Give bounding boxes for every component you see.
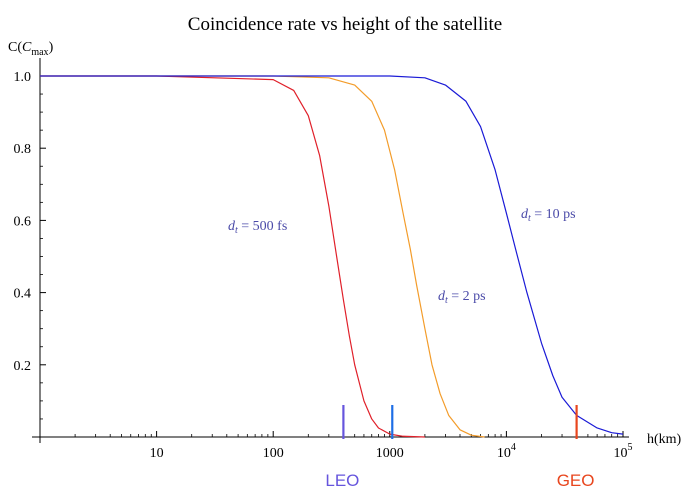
series-label: dt = 10 ps [521,207,576,224]
y-tick-label: 0.8 [14,142,32,157]
y-tick-label: 0.6 [14,214,32,229]
y-tick-label: 1.0 [14,70,32,85]
x-tick-label: 1000 [376,446,404,461]
x-tick-label: 100 [263,446,284,461]
x-tick-label: 105 [614,442,633,461]
series-line [40,75,624,435]
y-axis-label: C(Cmax) [8,40,54,58]
y-axis-label-text: C(Cmax) [8,40,54,58]
x-axis-label: h(km) [647,432,682,447]
orbit-markers: LEO GEO [325,405,594,489]
series-label: dt = 2 ps [438,289,486,306]
series-curves: dt = 500 fs dt = 2 ps dt = 10 ps [40,75,624,438]
y-tick-label: 0.4 [14,287,32,302]
y-axis-label-close: ) [49,40,54,55]
x-tick-label: 10 [150,446,164,461]
series-line [40,75,485,438]
chart-title: Coincidence rate vs height of the satell… [188,14,502,35]
y-axis-label-base: C( [8,40,22,55]
y-tick-label: 0.2 [14,359,32,374]
axes [32,58,629,443]
ticks: 10 100 1000 104 105 0.2 0.4 0.6 0.8 1.0 [14,70,633,461]
series-line [40,75,425,438]
y-axis-label-var: C [22,40,32,55]
marker-label: LEO [325,471,359,489]
y-axis-label-sub: max [31,47,48,58]
marker-label: GEO [557,471,595,489]
series-label: dt = 500 fs [228,219,287,236]
x-tick-label: 104 [497,442,516,461]
